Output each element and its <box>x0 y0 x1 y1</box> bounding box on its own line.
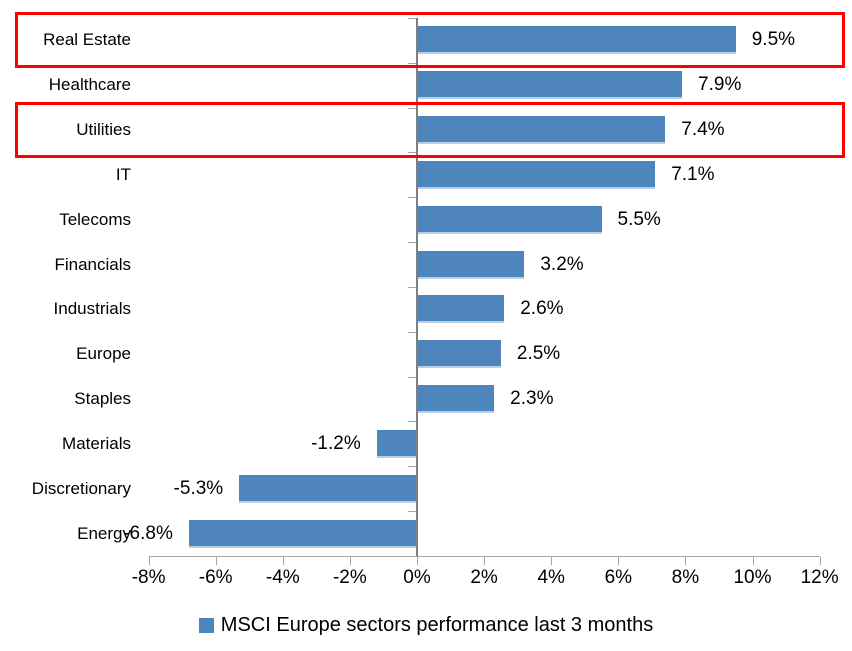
y-axis-tick <box>408 376 416 378</box>
value-label: 7.9% <box>698 74 742 96</box>
y-axis-line <box>416 18 418 556</box>
value-label: -5.3% <box>173 477 224 499</box>
value-label: -6.8% <box>123 522 173 544</box>
y-axis-tick <box>408 62 416 64</box>
x-axis-tick-label: 6% <box>604 567 633 588</box>
bar <box>417 385 495 414</box>
bar <box>417 295 505 324</box>
bar <box>417 340 501 369</box>
x-axis-tick-label: 2% <box>470 567 498 588</box>
x-axis-tick-label: -6% <box>198 567 233 588</box>
value-label: 2.5% <box>516 343 561 365</box>
y-axis-tick <box>408 466 416 468</box>
bar <box>417 205 602 234</box>
category-label: Industrials <box>53 299 131 319</box>
y-axis-tick <box>408 152 416 154</box>
y-axis-tick <box>408 511 416 513</box>
highlight-box <box>15 12 845 69</box>
x-axis-tick-label: -2% <box>332 567 367 588</box>
bar <box>417 116 666 145</box>
y-axis-tick <box>408 18 416 19</box>
bar <box>417 250 525 279</box>
x-axis-tick <box>752 557 754 565</box>
category-label: Telecoms <box>59 209 131 229</box>
x-axis-tick-label: -8% <box>131 567 166 588</box>
x-axis-line <box>148 556 820 557</box>
category-label: Utilities <box>76 120 131 140</box>
x-axis-tick <box>148 557 150 565</box>
x-axis-tick <box>349 557 351 565</box>
x-axis-tick-label: 0% <box>403 567 431 588</box>
y-axis-tick <box>408 107 416 109</box>
y-axis-tick <box>408 421 416 423</box>
value-label: 7.4% <box>681 119 725 141</box>
x-axis-tick <box>685 557 687 565</box>
x-axis-tick-label: 8% <box>671 567 700 588</box>
x-axis-tick <box>417 557 418 565</box>
y-axis-tick <box>408 555 416 557</box>
value-label: 2.6% <box>520 298 564 320</box>
bar <box>417 71 683 100</box>
y-axis-tick <box>408 197 416 199</box>
x-axis-tick <box>484 557 486 565</box>
x-axis-tick <box>282 557 284 565</box>
bar <box>417 26 736 55</box>
value-label: 5.5% <box>617 208 661 230</box>
bar <box>376 429 417 458</box>
category-label: Financials <box>54 254 131 274</box>
category-label: Energy <box>77 523 131 543</box>
x-axis-tick <box>618 557 620 565</box>
category-label: IT <box>115 164 131 184</box>
category-label: Materials <box>62 433 131 453</box>
category-label: Real Estate <box>43 30 131 50</box>
category-label: Discretionary <box>31 478 131 498</box>
value-label: 2.3% <box>510 388 554 410</box>
bar <box>417 160 656 189</box>
y-axis-tick <box>408 242 416 244</box>
value-label: 3.2% <box>540 253 584 275</box>
x-axis-tick <box>819 557 821 565</box>
chart-legend: MSCI Europe sectors performance last 3 m… <box>0 612 852 638</box>
category-label: Europe <box>76 344 131 364</box>
y-axis-tick <box>408 331 416 333</box>
x-axis-tick <box>215 557 217 565</box>
y-axis-tick <box>408 286 416 288</box>
category-label: Healthcare <box>48 75 131 95</box>
x-axis-tick-label: 10% <box>733 567 772 588</box>
value-label: 7.1% <box>671 163 715 185</box>
category-label: Staples <box>74 389 131 409</box>
x-axis-tick-label: 12% <box>800 567 839 588</box>
legend-label: MSCI Europe sectors performance last 3 m… <box>220 614 654 636</box>
bar <box>188 519 417 548</box>
x-axis-tick-label: -4% <box>265 567 300 588</box>
legend-swatch-icon <box>198 617 214 633</box>
value-label: -1.2% <box>311 432 361 454</box>
x-axis-tick <box>551 557 553 565</box>
highlight-box <box>15 102 845 159</box>
bar <box>239 474 417 503</box>
x-axis-tick-label: 4% <box>537 567 565 588</box>
value-label: 9.5% <box>751 29 796 51</box>
